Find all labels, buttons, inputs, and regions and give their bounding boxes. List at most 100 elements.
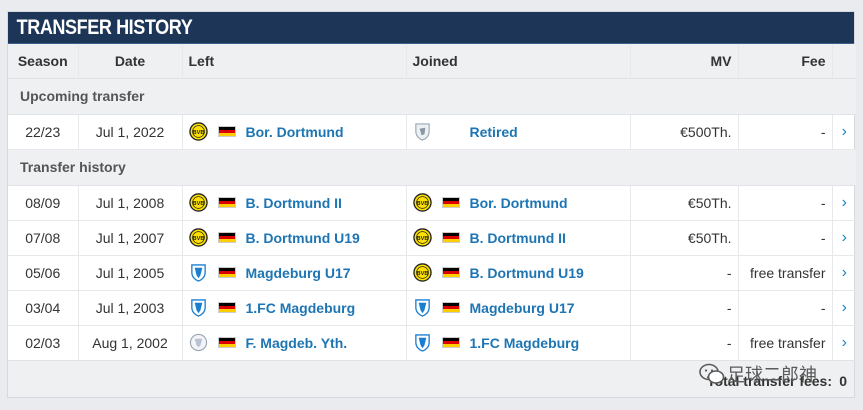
watermark: 足球二郎神 (699, 361, 817, 390)
fee-cell: free transfer (738, 325, 833, 361)
germany-flag-icon (217, 126, 236, 137)
panel-header: TRANSFER HISTORY (8, 12, 854, 44)
column-header-arrow (832, 44, 856, 79)
transfer-row: 07/08 Jul 1, 2007 BVB B. Dortmund U19 BVB B. … (8, 220, 856, 256)
magdeburg-crest-icon[interactable] (189, 263, 208, 282)
club-wrapper: BVB B. Dortmund U19 (188, 221, 406, 255)
market-value-cell: €50Th. (630, 185, 739, 221)
season-cell: 05/06 (8, 255, 79, 291)
germany-flag-icon (217, 267, 236, 278)
fee-cell: - (738, 114, 833, 150)
club-name-link[interactable]: Magdeburg U17 (245, 264, 351, 281)
wechat-icon (699, 363, 725, 390)
transfer-history-section-label: Transfer history (8, 149, 856, 186)
date-cell: Jul 1, 2005 (78, 255, 183, 291)
left-club-cell: F. Magdeb. Yth. (182, 325, 407, 361)
club-wrapper: Retired (413, 115, 630, 149)
club-name-link[interactable]: Bor. Dortmund (469, 194, 568, 211)
svg-text:BVB: BVB (416, 271, 428, 277)
magdeburg-youth-crest-icon[interactable] (189, 333, 208, 352)
svg-text:BVB: BVB (416, 201, 428, 207)
club-wrapper: 1.FC Magdeburg (413, 326, 630, 360)
club-wrapper: BVB Bor. Dortmund (412, 186, 630, 220)
market-value-cell: €500Th. (630, 114, 739, 150)
club-wrapper: Magdeburg U17 (189, 256, 406, 290)
season-cell: 08/09 (8, 185, 79, 221)
club-wrapper: BVB Bor. Dortmund (188, 115, 406, 149)
joined-club-cell: BVB B. Dortmund II (406, 220, 631, 256)
club-name-link[interactable]: Retired (469, 123, 518, 140)
germany-flag-icon (441, 302, 460, 313)
column-header-date[interactable]: Date (78, 44, 183, 79)
chevron-right-icon[interactable]: › (832, 290, 856, 326)
transfer-row: 02/03 Aug 1, 2002 F. Magdeb. Yth. 1.FC Magd… (8, 325, 856, 361)
club-name-link[interactable]: B. Dortmund U19 (469, 264, 584, 281)
bvb-crest-icon[interactable]: BVB (188, 122, 208, 141)
club-wrapper: BVB B. Dortmund U19 (412, 256, 630, 290)
upcoming-transfer-section-label: Upcoming transfer (8, 78, 856, 115)
club-name-link[interactable]: 1.FC Magdeburg (469, 334, 580, 351)
chevron-right-icon[interactable]: › (832, 325, 856, 361)
chevron-right-icon[interactable]: › (832, 114, 856, 150)
magdeburg-crest-icon[interactable] (413, 333, 432, 352)
germany-flag-icon (441, 267, 460, 278)
bvb-crest-icon[interactable]: BVB (412, 228, 432, 247)
chevron-right-icon[interactable]: › (832, 255, 856, 291)
club-wrapper: BVB B. Dortmund II (188, 186, 406, 220)
svg-text:BVB: BVB (192, 130, 204, 136)
club-name-link[interactable]: B. Dortmund II (245, 194, 342, 211)
joined-club-cell: BVB B. Dortmund U19 (406, 255, 631, 291)
germany-flag-icon (217, 232, 236, 243)
date-cell: Jul 1, 2008 (78, 185, 183, 221)
transfer-table: Season Date Left Joined MV Fee Upcoming … (8, 44, 856, 361)
left-club-cell: BVB B. Dortmund U19 (182, 220, 407, 256)
germany-flag-icon (441, 232, 460, 243)
season-cell: 03/04 (8, 290, 79, 326)
club-name-link[interactable]: B. Dortmund U19 (245, 229, 360, 246)
date-cell: Jul 1, 2007 (78, 220, 183, 256)
column-header-fee[interactable]: Fee (738, 44, 833, 79)
column-header-mv[interactable]: MV (630, 44, 739, 79)
left-club-cell: BVB Bor. Dortmund (182, 114, 407, 150)
joined-club-cell: 1.FC Magdeburg (406, 325, 631, 361)
germany-flag-icon (217, 197, 236, 208)
joined-club-cell: BVB Bor. Dortmund (406, 185, 631, 221)
club-wrapper: 1.FC Magdeburg (189, 291, 406, 325)
club-name-link[interactable]: Bor. Dortmund (245, 123, 344, 140)
season-cell: 02/03 (8, 325, 79, 361)
date-cell: Aug 1, 2002 (78, 325, 183, 361)
table-header-row: Season Date Left Joined MV Fee (8, 44, 856, 79)
club-name-link[interactable]: 1.FC Magdeburg (245, 299, 356, 316)
svg-text:BVB: BVB (192, 236, 204, 242)
column-header-season[interactable]: Season (8, 44, 79, 79)
chevron-right-icon[interactable]: › (832, 220, 856, 256)
transfer-history-panel: TRANSFER HISTORY Season Date Left Joined… (7, 11, 856, 398)
left-club-cell: BVB B. Dortmund II (182, 185, 407, 221)
transfer-row: 03/04 Jul 1, 2003 1.FC Magdeburg Magdeburg … (8, 290, 856, 326)
germany-flag-icon (441, 197, 460, 208)
magdeburg-crest-icon[interactable] (189, 298, 208, 317)
germany-flag-icon (217, 337, 236, 348)
club-name-link[interactable]: Magdeburg U17 (469, 299, 575, 316)
club-name-link[interactable]: B. Dortmund II (469, 229, 566, 246)
panel-title: TRANSFER HISTORY (16, 16, 193, 39)
fee-cell: - (738, 185, 833, 221)
retired-icon[interactable] (413, 122, 432, 141)
club-name-link[interactable]: F. Magdeb. Yth. (245, 334, 348, 351)
column-header-joined[interactable]: Joined (406, 44, 631, 79)
bvb-crest-icon[interactable]: BVB (412, 193, 432, 212)
club-wrapper: Magdeburg U17 (413, 291, 630, 325)
fee-cell: free transfer (738, 255, 833, 291)
magdeburg-crest-icon[interactable] (413, 298, 432, 317)
chevron-right-icon[interactable]: › (832, 185, 856, 221)
bvb-crest-icon[interactable]: BVB (188, 228, 208, 247)
svg-text:BVB: BVB (192, 201, 204, 207)
market-value-cell: - (630, 290, 739, 326)
column-header-left[interactable]: Left (182, 44, 407, 79)
bvb-crest-icon[interactable]: BVB (412, 263, 432, 282)
germany-flag-icon (441, 337, 460, 348)
bvb-crest-icon[interactable]: BVB (188, 193, 208, 212)
club-wrapper: F. Magdeb. Yth. (189, 326, 406, 360)
germany-flag-icon (217, 302, 236, 313)
watermark-text: 足球二郎神 (727, 365, 817, 385)
